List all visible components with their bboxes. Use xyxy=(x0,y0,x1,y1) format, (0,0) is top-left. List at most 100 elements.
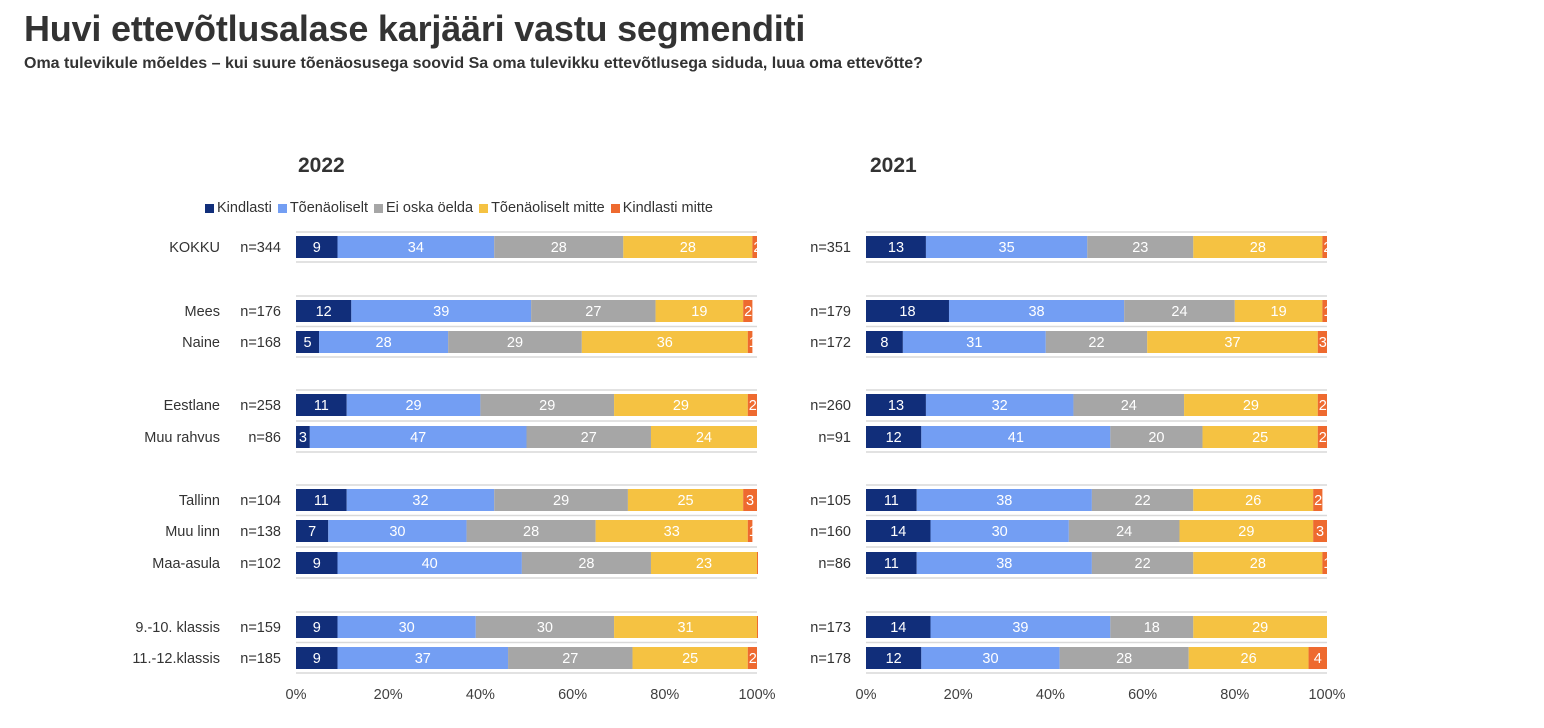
data-label: 18 xyxy=(1144,620,1160,636)
bar-segment-tõenäoliselt xyxy=(337,552,522,574)
data-label: 28 xyxy=(376,335,392,351)
data-label: 25 xyxy=(682,651,698,667)
data-label: 24 xyxy=(696,430,712,446)
data-label: 31 xyxy=(966,335,982,351)
bar-segment-ei-oska-öelda xyxy=(494,489,628,511)
data-label: 38 xyxy=(1028,304,1044,320)
data-label: 30 xyxy=(537,620,553,636)
data-label: 9 xyxy=(313,556,321,572)
bar-segment-ei-oska-öelda xyxy=(1110,616,1194,638)
legend-swatch xyxy=(205,203,214,213)
bar-segment-kindlasti xyxy=(296,426,310,448)
data-label: 24 xyxy=(1171,304,1187,320)
data-label: 31 xyxy=(677,620,693,636)
bar-segment-ei-oska-öelda xyxy=(1124,300,1235,322)
data-label: 1 xyxy=(749,524,757,540)
bar-segment-ei-oska-öelda xyxy=(448,331,582,353)
data-label: 5 xyxy=(303,335,311,351)
data-label: 28 xyxy=(1116,651,1132,667)
bar-segment-tõenäoliselt-mitte xyxy=(1193,236,1323,258)
data-label: 12 xyxy=(886,430,902,446)
bar-segment-kindlasti xyxy=(296,236,338,258)
sample-size-label: n=351 xyxy=(810,240,851,256)
bar-segment-kindlasti-mitte xyxy=(747,394,757,416)
bar-segment-tõenäoliselt-mitte xyxy=(595,520,748,542)
data-label: 1 xyxy=(1323,556,1331,572)
bar-segment-kindlasti-mitte xyxy=(757,552,758,574)
legend-swatch xyxy=(479,203,489,213)
data-label: 29 xyxy=(405,398,421,414)
category-label: KOKKU xyxy=(169,240,220,256)
sample-size-label: n=159 xyxy=(240,620,281,636)
bar-segment-ei-oska-öelda xyxy=(531,300,656,322)
data-label: 11 xyxy=(314,398,329,414)
data-label: 29 xyxy=(1243,398,1259,414)
data-label: 27 xyxy=(581,430,597,446)
bar-segment-kindlasti xyxy=(866,331,903,353)
data-label: 1 xyxy=(758,556,766,572)
x-tick-label: 80% xyxy=(1220,687,1249,703)
data-label: 4 xyxy=(1314,651,1322,667)
bar-segment-kindlasti xyxy=(296,616,338,638)
bar-segment-kindlasti xyxy=(866,552,917,574)
data-label: 2 xyxy=(1319,430,1327,446)
bar-segment-ei-oska-öelda xyxy=(1091,552,1194,574)
data-label: 30 xyxy=(982,651,998,667)
bar-segment-kindlasti-mitte xyxy=(747,520,753,542)
sample-size-label: n=86 xyxy=(248,430,281,446)
bar-segment-kindlasti-mitte xyxy=(1322,552,1327,574)
legend-swatch xyxy=(277,203,287,213)
bar-segment-kindlasti xyxy=(866,426,922,448)
data-label: 26 xyxy=(1245,493,1261,509)
bar-segment-kindlasti xyxy=(296,394,347,416)
bar-segment-kindlasti-mitte xyxy=(747,647,757,669)
bar-segment-tõenäoliselt xyxy=(351,300,532,322)
category-label: Maa-asula xyxy=(152,556,221,572)
x-tick-label: 100% xyxy=(1308,687,1345,703)
x-tick-label: 0% xyxy=(856,687,877,703)
x-tick-label: 20% xyxy=(944,687,973,703)
data-label: 36 xyxy=(657,335,673,351)
bar-segment-ei-oska-öelda xyxy=(526,426,651,448)
data-label: 12 xyxy=(886,651,902,667)
x-tick-label: 60% xyxy=(558,687,587,703)
data-label: 25 xyxy=(677,493,693,509)
bar-segment-tõenäoliselt-mitte xyxy=(1147,331,1318,353)
panel-title-2022: 2022 xyxy=(298,154,345,177)
data-label: 14 xyxy=(890,620,906,636)
data-label: 9 xyxy=(313,240,321,256)
bar-segment-tõenäoliselt-mitte xyxy=(1234,300,1323,322)
data-label: 2 xyxy=(744,304,752,320)
data-label: 47 xyxy=(410,430,426,446)
data-label: 22 xyxy=(1135,556,1151,572)
bar-segment-kindlasti-mitte xyxy=(1317,331,1327,353)
bar-segment-tõenäoliselt-mitte xyxy=(581,331,748,353)
sample-size-label: n=91 xyxy=(818,430,851,446)
bar-segment-kindlasti xyxy=(866,394,926,416)
bar-segment-tõenäoliselt-mitte xyxy=(650,426,757,448)
category-label: 11.-12.klassis xyxy=(132,651,220,667)
sample-size-label: n=104 xyxy=(240,493,281,509)
data-label: 30 xyxy=(399,620,415,636)
data-label: 32 xyxy=(412,493,428,509)
bar-segment-ei-oska-öelda xyxy=(1110,426,1203,448)
legend-item-ei-oska-oelda: Ei oska öelda xyxy=(374,200,473,216)
bar-segment-tõenäoliselt xyxy=(916,489,1092,511)
bar-segment-tõenäoliselt xyxy=(925,394,1074,416)
bar-segment-tõenäoliselt-mitte xyxy=(1193,552,1323,574)
data-label: 29 xyxy=(1252,620,1268,636)
data-label: 29 xyxy=(539,398,555,414)
data-label: 11 xyxy=(884,556,899,572)
bar-segment-kindlasti xyxy=(296,552,338,574)
data-label: 24 xyxy=(1121,398,1137,414)
data-label: 28 xyxy=(1250,240,1266,256)
data-label: 3 xyxy=(746,493,754,509)
data-label: 29 xyxy=(507,335,523,351)
data-label: 23 xyxy=(696,556,712,572)
x-tick-label: 40% xyxy=(1036,687,1065,703)
sample-size-label: n=260 xyxy=(810,398,851,414)
data-label: 29 xyxy=(553,493,569,509)
bar-segment-kindlasti xyxy=(866,520,931,542)
data-label: 2 xyxy=(753,240,761,256)
